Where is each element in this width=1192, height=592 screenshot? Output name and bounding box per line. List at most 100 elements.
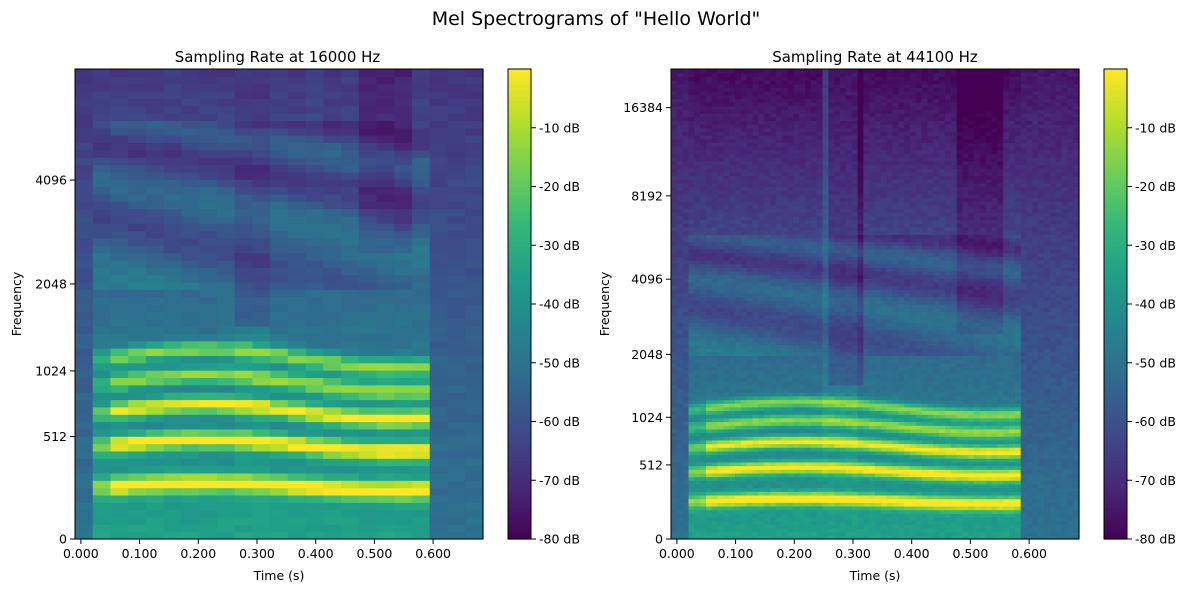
heatmap-cell [758, 138, 765, 144]
heatmap-cell [358, 333, 378, 342]
heatmap-cell [163, 142, 183, 151]
heatmap-cell [341, 406, 360, 415]
heatmap-cell [799, 403, 806, 408]
heatmap-cell [711, 223, 719, 228]
heatmap-cell [764, 201, 771, 206]
heatmap-cell [787, 333, 794, 338]
heatmap-cell [723, 461, 730, 467]
heatmap-cell [429, 252, 449, 261]
heatmap-cell [723, 395, 730, 401]
heatmap-cell [694, 531, 701, 536]
heatmap-cell [676, 201, 684, 206]
heatmap-cell [764, 454, 771, 459]
heatmap-cell [305, 304, 324, 312]
heatmap-cell [764, 212, 771, 217]
heatmap-cell [781, 175, 789, 180]
heatmap-cell [163, 450, 183, 459]
heatmap-cell [705, 259, 713, 265]
heatmap-cell [711, 127, 719, 133]
heatmap-cell [729, 469, 736, 474]
heatmap-cell [752, 344, 760, 349]
heatmap-cell [688, 399, 695, 404]
heatmap-cell [676, 315, 684, 320]
heatmap-cell [770, 241, 777, 246]
heatmap-cell [787, 296, 794, 301]
heatmap-cell [671, 109, 678, 114]
heatmap-cell [676, 296, 684, 301]
heatmap-cell [163, 186, 183, 195]
heatmap-cell [394, 531, 413, 540]
heatmap-cell [671, 208, 678, 213]
heatmap-cell [234, 142, 253, 151]
heatmap-cell [341, 164, 360, 173]
heatmap-cell [805, 91, 812, 96]
heatmap-cell [793, 535, 800, 540]
heatmap-cell [781, 384, 789, 390]
heatmap-cell [723, 201, 730, 206]
heatmap-cell [711, 436, 719, 441]
heatmap-cell [465, 245, 484, 254]
heatmap-cell [305, 91, 324, 99]
heatmap-cell [793, 135, 800, 140]
heatmap-cell [270, 127, 289, 136]
heatmap-cell [740, 392, 748, 397]
heatmap-cell [764, 149, 771, 155]
heatmap-cell [822, 524, 829, 529]
heatmap-cell [729, 535, 736, 540]
heatmap-cell [752, 417, 760, 423]
heatmap-cell [181, 326, 200, 334]
heatmap-cell [199, 524, 218, 533]
heatmap-cell [682, 384, 690, 390]
heatmap-cell [75, 289, 94, 298]
heatmap-cell [676, 300, 684, 305]
heatmap-cell [746, 502, 754, 507]
heatmap-cell [781, 524, 789, 529]
heatmap-cell [270, 384, 289, 393]
heatmap-cell [758, 355, 765, 360]
heatmap-cell [682, 487, 690, 492]
heatmap-cell [770, 87, 777, 92]
heatmap-cell [770, 296, 777, 301]
heatmap-cell [758, 256, 765, 261]
heatmap-cell [781, 326, 789, 331]
x-tick-label: 0.500 [356, 546, 392, 561]
heatmap-cell [746, 366, 754, 371]
heatmap-cell [705, 439, 713, 445]
heatmap-cell [465, 458, 484, 467]
heatmap-cell [688, 72, 695, 77]
heatmap-cell [145, 348, 165, 356]
heatmap-cell [758, 476, 765, 481]
heatmap-cell [110, 98, 129, 107]
colorbar-segment [508, 460, 531, 466]
heatmap-cell [752, 403, 760, 408]
heatmap-cell [752, 370, 760, 375]
heatmap-cell [770, 516, 777, 522]
heatmap-cell [305, 421, 324, 430]
heatmap-cell [700, 432, 707, 437]
heatmap-cell [694, 333, 701, 338]
heatmap-cell [181, 201, 200, 210]
heatmap-cell [793, 157, 800, 162]
heatmap-cell [735, 384, 742, 390]
heatmap-cell [752, 351, 760, 356]
heatmap-cell [358, 164, 378, 173]
heatmap-cell [671, 157, 678, 162]
heatmap-cell [429, 179, 449, 188]
heatmap-cell [717, 469, 725, 474]
heatmap-cell [770, 116, 777, 121]
heatmap-cell [682, 491, 690, 496]
heatmap-cell [793, 421, 800, 426]
heatmap-cell [676, 146, 684, 151]
heatmap-cell [75, 201, 94, 210]
heatmap-cell [92, 91, 112, 99]
panel-16000-plot-frame [74, 68, 484, 540]
heatmap-cell [723, 307, 730, 312]
heatmap-cell [234, 428, 253, 437]
heatmap-cell [805, 146, 812, 151]
heatmap-cell [787, 417, 794, 423]
heatmap-cell [287, 458, 307, 467]
heatmap-cell [234, 105, 253, 114]
heatmap-cell [775, 425, 783, 430]
heatmap-cell [816, 348, 824, 353]
